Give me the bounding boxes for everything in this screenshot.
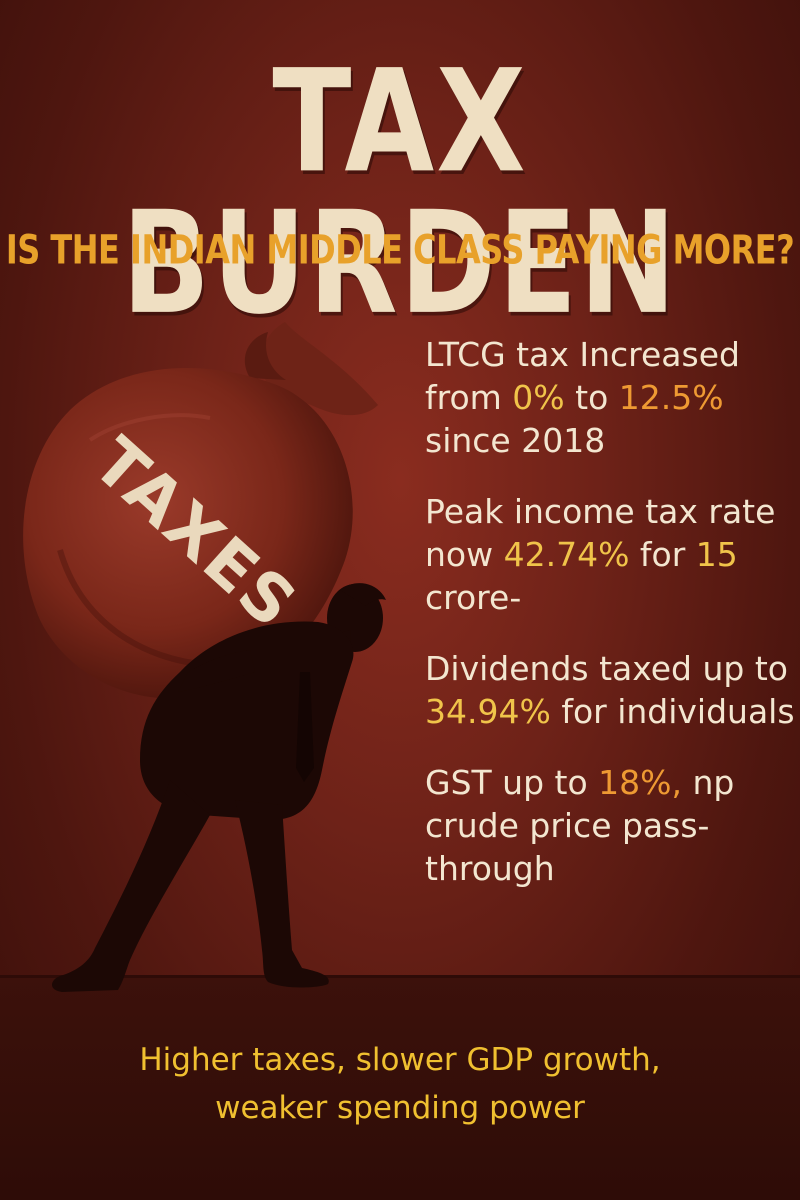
fact-value: 15 <box>695 535 738 574</box>
footer-line-2: weaker spending power <box>215 1090 585 1126</box>
ground <box>0 975 800 1200</box>
fact-value: 12.5% <box>618 378 724 417</box>
page-subtitle: IS THE INDIAN MIDDLE CLASS PAYING MORE? <box>5 226 795 274</box>
fact-value: 18%, <box>598 763 682 802</box>
man-silhouette <box>52 583 386 992</box>
fact-income-tax: Peak income tax rate now 42.74% for 15 c… <box>425 492 776 617</box>
footer-line-1: Higher taxes, slower GDP growth, <box>139 1042 661 1078</box>
man-carrying-tax-sack-icon: TAXES <box>23 322 386 992</box>
page-title: TAX BURDEN <box>121 39 679 347</box>
sack-ear <box>244 332 286 380</box>
facts-list: LTCG tax Increased from 0% to 12.5% sinc… <box>425 333 795 918</box>
fact-value: 34.94% <box>425 692 551 731</box>
fact-value: 42.74% <box>503 535 630 574</box>
footer-conclusion: Higher taxes, slower GDP growth, weaker … <box>0 1036 800 1132</box>
ground-line <box>0 975 800 978</box>
fact-dividends: Dividends taxed up to 34.94% for individ… <box>425 649 795 731</box>
sack-body <box>23 368 353 699</box>
fact-value: 0% <box>512 378 565 417</box>
fact-ltcg: LTCG tax Increased from 0% to 12.5% sinc… <box>425 335 740 460</box>
fact-gst: GST up to 18%, np crude price pass-throu… <box>425 763 735 888</box>
